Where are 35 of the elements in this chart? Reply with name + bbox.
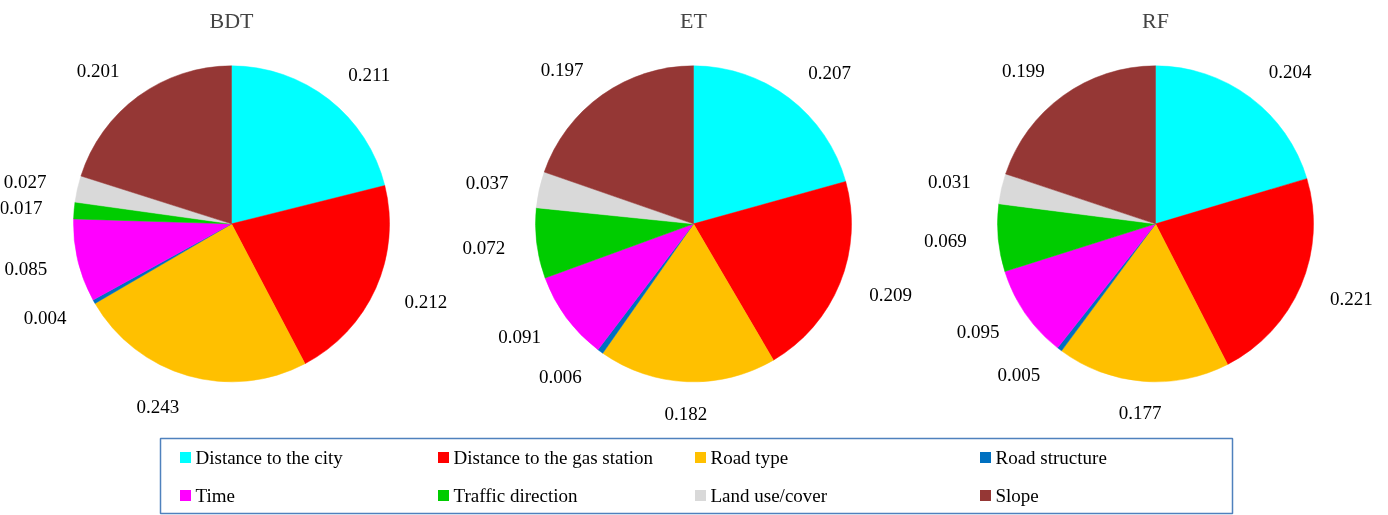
data-label: 0.182 xyxy=(664,402,708,424)
legend-label: Distance to the city xyxy=(195,447,344,468)
data-label: 0.031 xyxy=(927,171,971,193)
data-label: 0.212 xyxy=(404,290,448,312)
data-label: 0.197 xyxy=(540,58,584,80)
data-label: 0.201 xyxy=(76,60,120,82)
legend-label: Slope xyxy=(995,485,1039,506)
legend-label: Time xyxy=(195,485,235,506)
legend-label: Road type xyxy=(710,447,789,468)
data-label: 0.209 xyxy=(869,284,913,306)
data-label: 0.085 xyxy=(4,257,48,279)
data-label: 0.069 xyxy=(923,230,967,252)
data-label: 0.177 xyxy=(1118,402,1162,424)
legend-label: Road structure xyxy=(995,447,1107,468)
legend-label: Traffic direction xyxy=(453,485,578,506)
data-label: 0.243 xyxy=(136,395,180,417)
chart-title: ET xyxy=(680,7,708,33)
data-label: 0.017 xyxy=(0,197,43,219)
data-label: 0.004 xyxy=(23,306,68,328)
data-label: 0.005 xyxy=(997,363,1041,385)
data-label: 0.091 xyxy=(498,325,541,347)
data-label: 0.204 xyxy=(1268,61,1313,83)
chart-title: BDT xyxy=(209,7,255,33)
data-label: 0.095 xyxy=(956,321,1000,343)
data-label: 0.027 xyxy=(3,171,47,193)
chart-title: RF xyxy=(1142,7,1169,33)
legend-label: Land use/cover xyxy=(710,485,828,506)
data-label: 0.221 xyxy=(1329,287,1373,309)
data-label: 0.211 xyxy=(348,63,391,85)
data-label: 0.006 xyxy=(538,366,582,388)
data-label: 0.072 xyxy=(462,236,506,258)
data-label: 0.037 xyxy=(465,172,509,194)
data-label: 0.207 xyxy=(808,62,851,84)
legend-label: Distance to the gas station xyxy=(453,447,654,468)
data-label: 0.199 xyxy=(1001,59,1045,81)
